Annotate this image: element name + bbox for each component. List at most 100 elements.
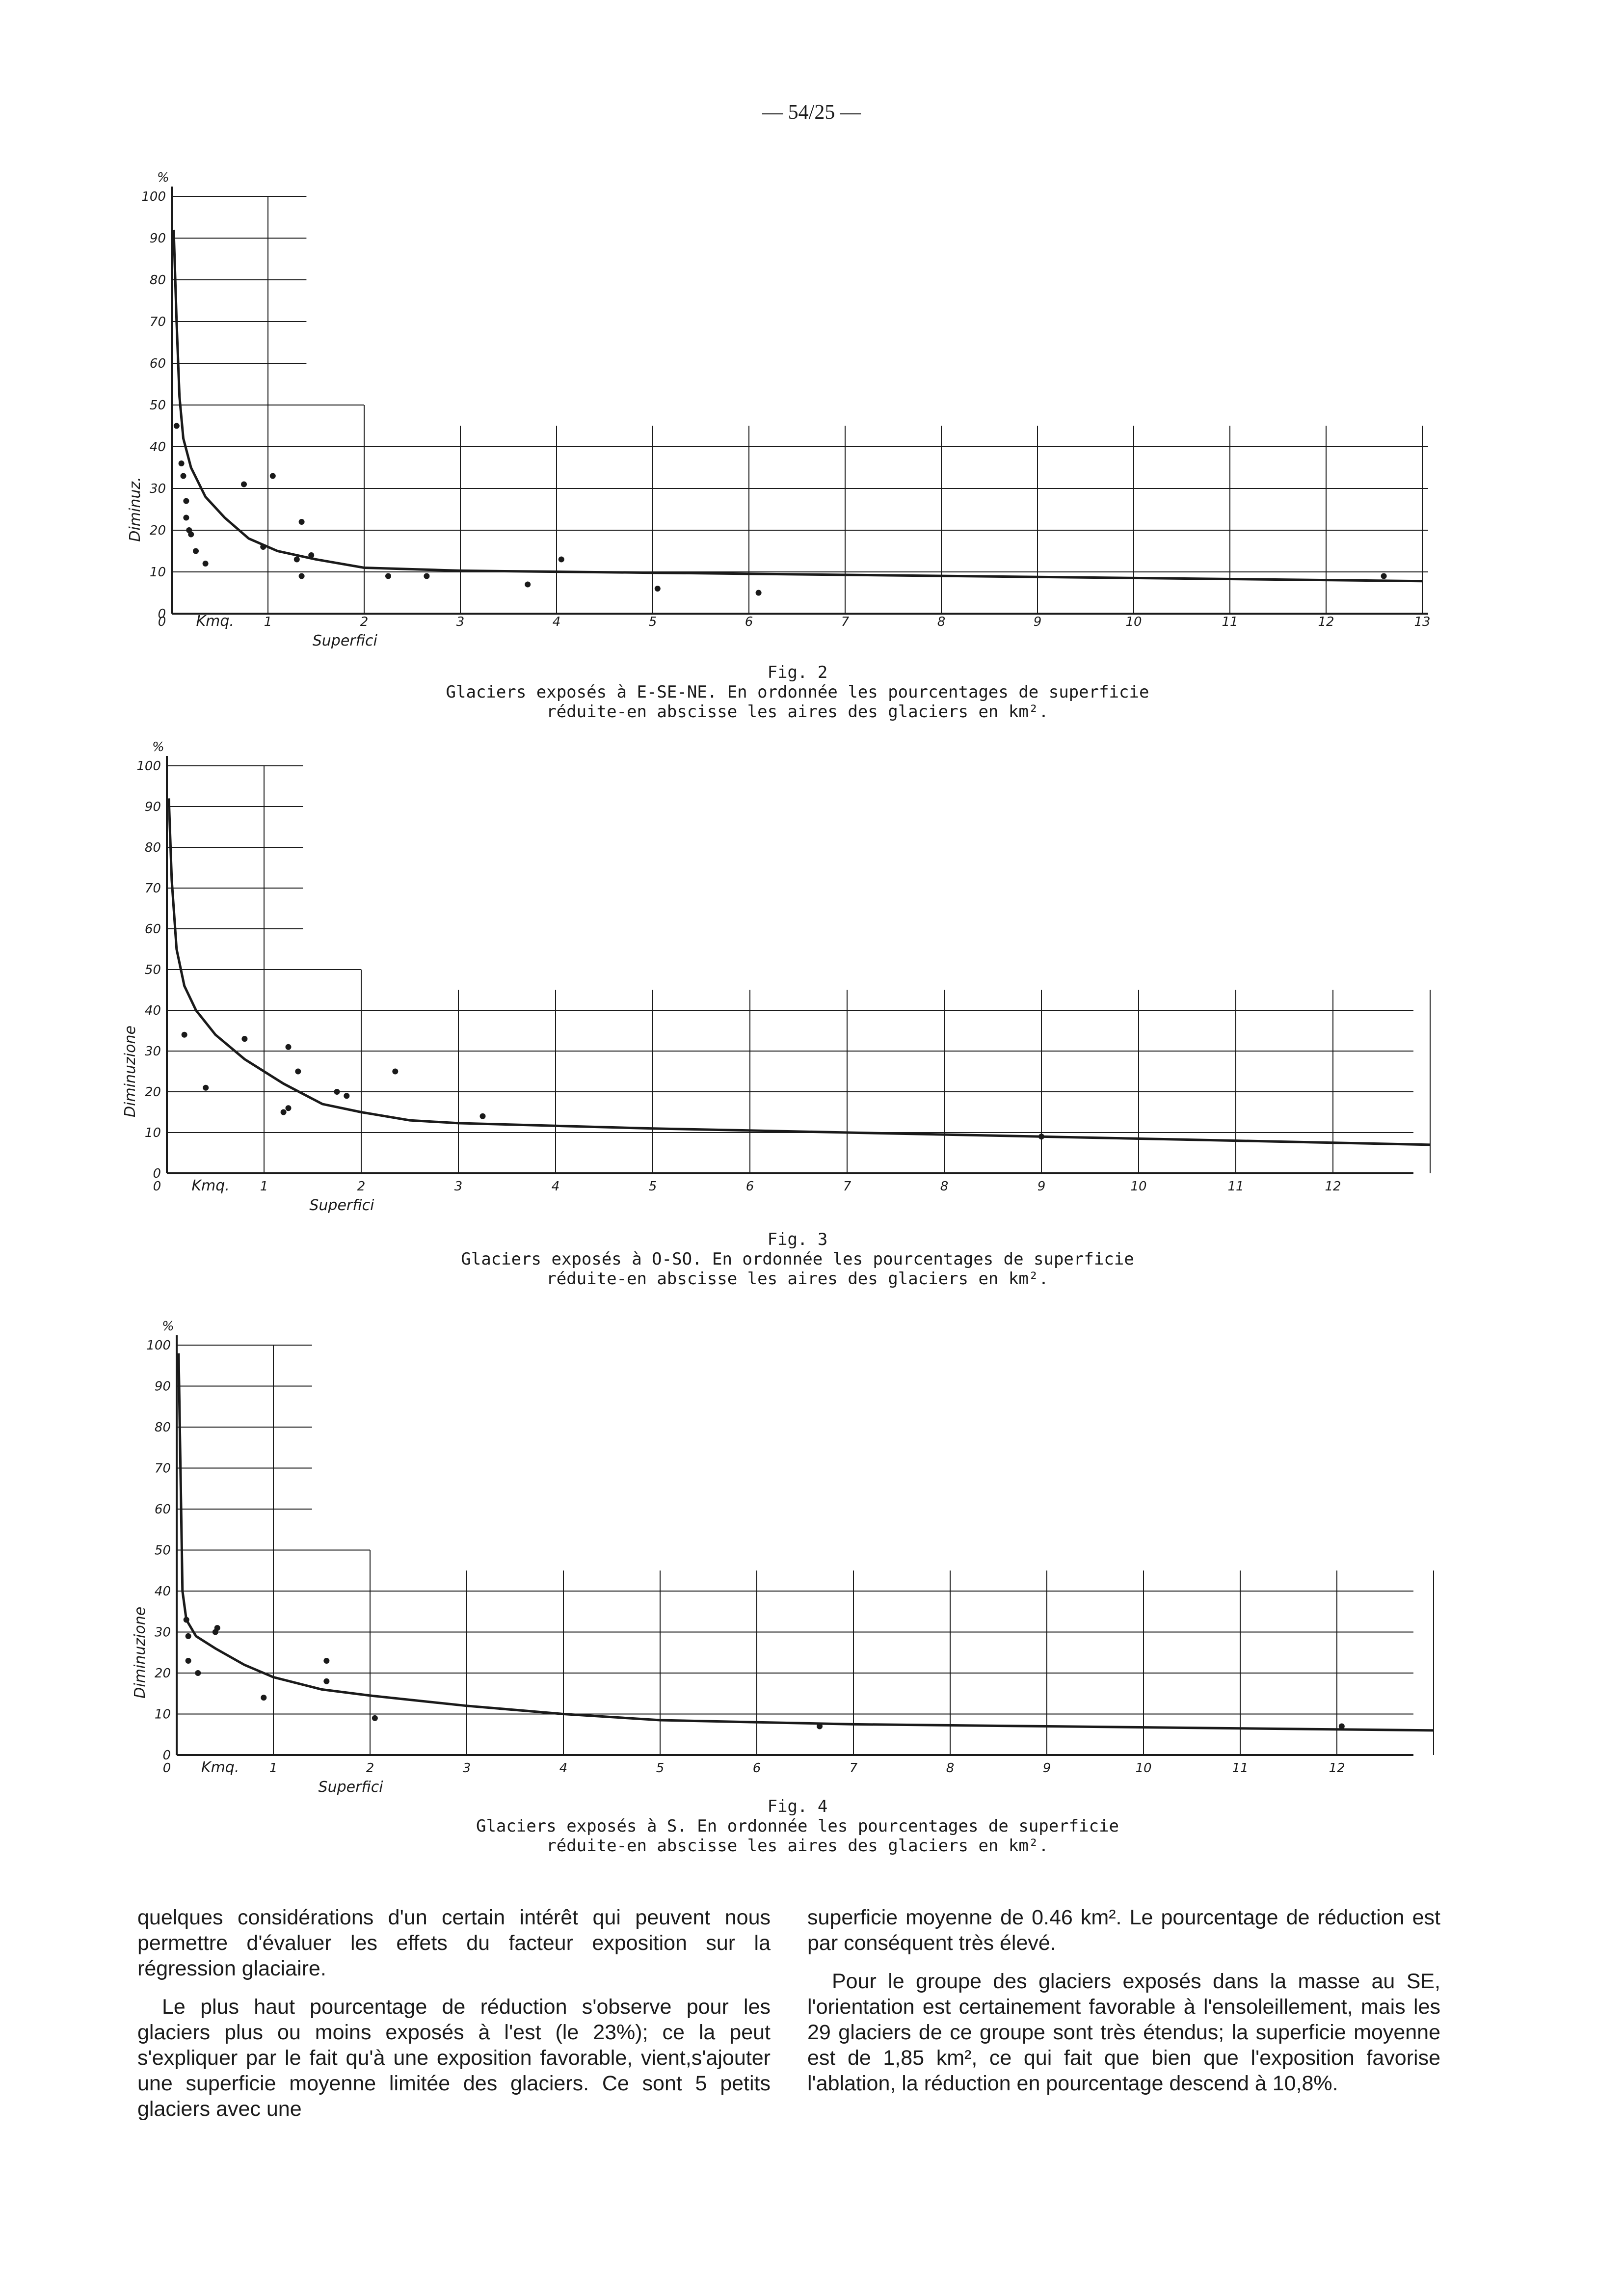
data-point (525, 581, 531, 588)
figure-4-caption: Fig. 4 Glaciers exposés à S. En ordonnée… (442, 1797, 1153, 1856)
x-tick-label: 6 (746, 1179, 754, 1194)
data-point (193, 548, 199, 554)
data-point (295, 1068, 301, 1075)
x-tick-label: 11 (1227, 1179, 1244, 1194)
x-tick-label: 3 (463, 1761, 471, 1776)
paragraph: Le plus haut pourcentage de réduction s'… (137, 1995, 771, 2121)
fitted-curve (167, 798, 1431, 1146)
data-point (180, 473, 186, 479)
data-point (260, 544, 266, 550)
data-point (202, 561, 209, 567)
data-point (185, 1657, 191, 1664)
data-point (285, 1105, 292, 1111)
y-tick-label: 60 (145, 922, 161, 937)
data-point (298, 573, 305, 579)
y-axis-label: Diminuzione (122, 1026, 139, 1117)
y-unit-label: % (157, 170, 169, 185)
data-point (178, 460, 185, 466)
x-tick-label: 1 (264, 615, 272, 629)
figure-2-label: Fig. 2 (767, 663, 828, 682)
figure-3-label: Fig. 3 (767, 1230, 828, 1249)
data-point (241, 481, 247, 487)
figure-2-caption-text: Glaciers exposés à E-SE-NE. En ordonnée … (446, 682, 1149, 722)
figure-2-caption: Fig. 2 Glaciers exposés à E-SE-NE. En or… (442, 663, 1153, 722)
y-tick-label: 60 (155, 1502, 171, 1517)
x-tick-label: 6 (753, 1761, 761, 1776)
x-tick-label: 12 (1329, 1761, 1345, 1776)
x-tick-label: 11 (1232, 1761, 1248, 1776)
data-point (285, 1044, 292, 1050)
body-column-right: superficie moyenne de 0.46 km². Le pourc… (807, 1905, 1440, 2109)
x-tick-label: 5 (649, 1179, 657, 1194)
figure-3-caption: Fig. 3 Glaciers exposés à O-SO. En ordon… (442, 1230, 1153, 1289)
data-point (424, 573, 430, 579)
data-point (195, 1670, 201, 1676)
data-point (280, 1109, 287, 1115)
y-unit-label: % (162, 1319, 174, 1334)
x-tick-label: 7 (850, 1761, 858, 1776)
x-unit-label: Kmq. (201, 1759, 239, 1776)
data-point (323, 1657, 330, 1664)
y-tick-label: 30 (150, 482, 166, 496)
data-point (392, 1068, 399, 1075)
y-tick-label: 90 (145, 800, 161, 814)
data-point (1038, 1134, 1044, 1140)
x-tick-label: 4 (552, 1179, 560, 1194)
y-tick-label: 60 (150, 356, 166, 371)
x-axis-label: Superfici (309, 1197, 374, 1214)
x-tick-label: 11 (1222, 615, 1238, 629)
y-tick-label: 70 (150, 315, 166, 329)
data-point (817, 1723, 823, 1729)
x-tick-label: 12 (1318, 615, 1334, 629)
data-point (372, 1715, 378, 1721)
y-tick-label: 30 (155, 1625, 171, 1640)
x-tick-label: 8 (946, 1761, 955, 1776)
data-point (183, 514, 189, 521)
data-point (298, 519, 305, 525)
x-tick-label: 0 (158, 615, 166, 629)
y-tick-label: 50 (145, 963, 161, 977)
data-point (203, 1084, 209, 1091)
x-tick-label: 8 (940, 1179, 949, 1194)
y-tick-label: 40 (155, 1584, 171, 1599)
x-tick-label: 10 (1135, 1761, 1151, 1776)
x-tick-label: 8 (937, 615, 946, 629)
data-point (173, 423, 180, 429)
x-tick-label: 10 (1125, 615, 1142, 629)
data-point (188, 531, 194, 538)
y-tick-label: 20 (150, 523, 166, 538)
figure-4-label: Fig. 4 (767, 1797, 828, 1816)
y-tick-label: 40 (150, 440, 166, 455)
y-tick-label: 30 (145, 1044, 161, 1059)
data-point (558, 556, 564, 563)
x-tick-label: 0 (153, 1179, 161, 1194)
paragraph: quelques considérations d'un certain int… (137, 1906, 771, 1980)
y-tick-label: 90 (155, 1379, 171, 1394)
x-tick-label: 3 (456, 615, 465, 629)
y-tick-label: 0 (158, 607, 166, 621)
body-column-left: quelques considérations d'un certain int… (137, 1905, 771, 2134)
y-tick-label: 80 (145, 840, 161, 855)
figure-3-caption-text: Glaciers exposés à O-SO. En ordonnée les… (461, 1249, 1134, 1289)
data-point (181, 1031, 187, 1038)
x-tick-label: 4 (553, 615, 561, 629)
x-tick-label: 9 (1034, 615, 1042, 629)
data-point (654, 586, 661, 592)
x-tick-label: 2 (357, 1179, 366, 1194)
y-tick-label: 70 (145, 881, 161, 896)
y-tick-label: 40 (145, 1003, 161, 1018)
x-tick-label: 2 (360, 615, 369, 629)
y-tick-label: 20 (145, 1085, 161, 1100)
x-tick-label: 6 (745, 615, 753, 629)
data-point (479, 1113, 486, 1119)
x-tick-label: 9 (1038, 1179, 1046, 1194)
data-point (308, 552, 315, 558)
x-axis-label: Superfici (313, 632, 378, 649)
data-point (323, 1678, 330, 1684)
y-tick-label: 100 (141, 189, 166, 204)
data-point (344, 1093, 350, 1099)
x-tick-label: 5 (656, 1761, 665, 1776)
data-point (334, 1089, 340, 1095)
